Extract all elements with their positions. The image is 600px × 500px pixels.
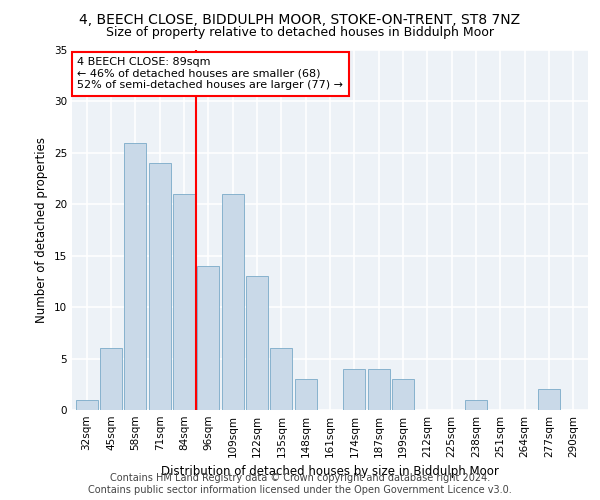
Bar xyxy=(197,266,219,410)
Bar xyxy=(100,348,122,410)
Bar xyxy=(76,400,98,410)
Text: Contains HM Land Registry data © Crown copyright and database right 2024.
Contai: Contains HM Land Registry data © Crown c… xyxy=(88,474,512,495)
Bar xyxy=(465,400,487,410)
X-axis label: Distribution of detached houses by size in Biddulph Moor: Distribution of detached houses by size … xyxy=(161,466,499,478)
Y-axis label: Number of detached properties: Number of detached properties xyxy=(35,137,49,323)
Bar xyxy=(343,369,365,410)
Text: 4, BEECH CLOSE, BIDDULPH MOOR, STOKE-ON-TRENT, ST8 7NZ: 4, BEECH CLOSE, BIDDULPH MOOR, STOKE-ON-… xyxy=(79,12,521,26)
Bar xyxy=(538,390,560,410)
Bar xyxy=(368,369,389,410)
Bar xyxy=(124,142,146,410)
Bar xyxy=(221,194,244,410)
Bar xyxy=(271,348,292,410)
Bar xyxy=(149,163,170,410)
Text: 4 BEECH CLOSE: 89sqm
← 46% of detached houses are smaller (68)
52% of semi-detac: 4 BEECH CLOSE: 89sqm ← 46% of detached h… xyxy=(77,57,343,90)
Bar xyxy=(295,379,317,410)
Bar xyxy=(392,379,414,410)
Bar xyxy=(246,276,268,410)
Bar xyxy=(173,194,195,410)
Text: Size of property relative to detached houses in Biddulph Moor: Size of property relative to detached ho… xyxy=(106,26,494,39)
